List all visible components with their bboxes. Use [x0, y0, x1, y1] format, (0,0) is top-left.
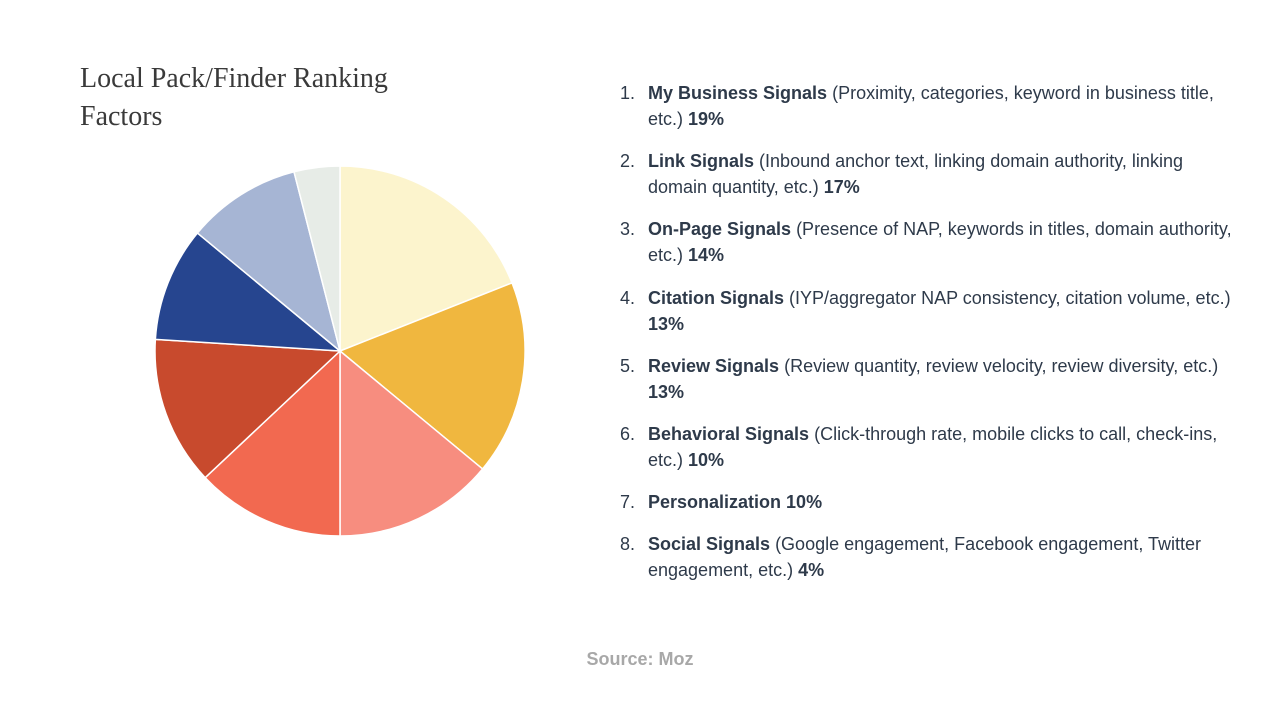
chart-title: Local Pack/Finder Ranking Factors — [80, 60, 440, 136]
legend-item: On-Page Signals (Presence of NAP, keywor… — [620, 216, 1240, 268]
legend-item-name: On-Page Signals — [648, 219, 791, 239]
pie-wrap — [80, 166, 600, 536]
legend-item-pct: 13% — [648, 382, 684, 402]
legend-item-name: Citation Signals — [648, 288, 784, 308]
legend-item-pct: 13% — [648, 314, 684, 334]
chart-container: Local Pack/Finder Ranking Factors My Bus… — [0, 0, 1280, 720]
legend-item-pct: 17% — [824, 177, 860, 197]
legend-item: Review Signals (Review quantity, review … — [620, 353, 1240, 405]
legend-item-pct: 10% — [786, 492, 822, 512]
legend-item-pct: 4% — [798, 560, 824, 580]
legend-item-pct: 19% — [688, 109, 724, 129]
legend-item: Behavioral Signals (Click-through rate, … — [620, 421, 1240, 473]
pie-chart — [155, 166, 525, 536]
legend-item: Social Signals (Google engagement, Faceb… — [620, 531, 1240, 583]
legend-item: My Business Signals (Proximity, categori… — [620, 80, 1240, 132]
legend-item-pct: 10% — [688, 450, 724, 470]
legend-item: Personalization 10% — [620, 489, 1240, 515]
legend-item-name: Behavioral Signals — [648, 424, 809, 444]
legend-item-name: My Business Signals — [648, 83, 827, 103]
legend-list: My Business Signals (Proximity, categori… — [620, 80, 1240, 583]
legend-item: Citation Signals (IYP/aggregator NAP con… — [620, 285, 1240, 337]
right-column: My Business Signals (Proximity, categori… — [600, 60, 1240, 680]
left-column: Local Pack/Finder Ranking Factors — [80, 60, 600, 680]
legend-item-name: Personalization — [648, 492, 781, 512]
legend-item: Link Signals (Inbound anchor text, linki… — [620, 148, 1240, 200]
legend-item-name: Review Signals — [648, 356, 779, 376]
legend-item-pct: 14% — [688, 245, 724, 265]
legend-item-desc: (IYP/aggregator NAP consistency, citatio… — [789, 288, 1231, 308]
legend-item-desc: (Review quantity, review velocity, revie… — [784, 356, 1218, 376]
legend-item-name: Social Signals — [648, 534, 770, 554]
source-attribution: Source: Moz — [586, 649, 693, 670]
legend-item-name: Link Signals — [648, 151, 754, 171]
